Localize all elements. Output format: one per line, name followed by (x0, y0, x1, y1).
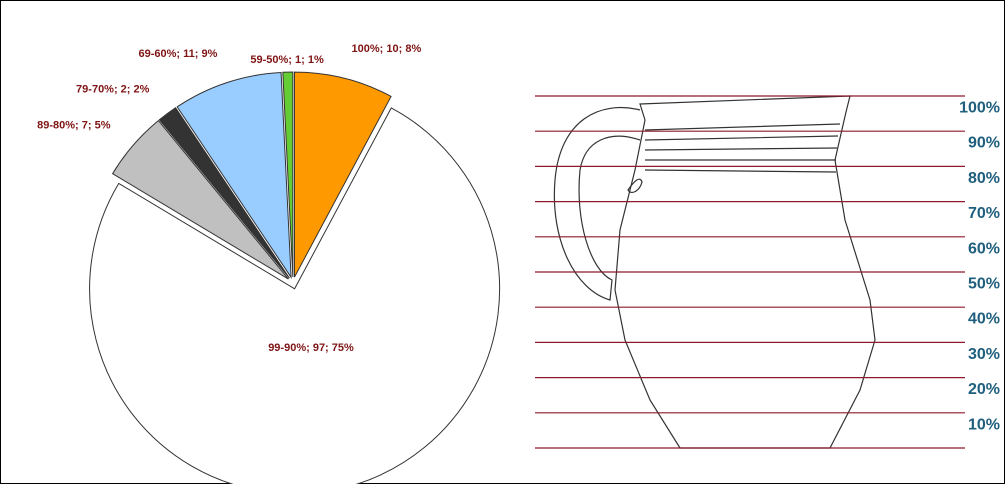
level-label: 20% (968, 381, 1000, 398)
level-label: 70% (968, 205, 1000, 222)
pie-slice (176, 72, 292, 280)
data-label: 100%; 10; 8% (352, 43, 422, 55)
pie-slice (293, 71, 392, 278)
level-label: 60% (968, 240, 1000, 257)
level-label: 90% (968, 135, 1000, 152)
level-label: 100% (959, 100, 1000, 117)
data-label: 99-90%; 97; 75% (268, 342, 354, 354)
pie-slice (89, 107, 501, 484)
pie-slice (158, 107, 290, 279)
level-label: 40% (968, 311, 1000, 328)
data-label: 89-80%; 7; 5% (37, 119, 111, 131)
pie-slice (282, 71, 294, 278)
level-label: 50% (968, 276, 1000, 293)
level-label: 80% (968, 170, 1000, 187)
data-label: 69-60%; 11; 9% (139, 48, 218, 60)
data-label: 79-70%; 2; 2% (76, 83, 150, 95)
data-label: 59-50%; 1; 1% (250, 54, 324, 66)
level-label: 10% (968, 416, 1000, 433)
pie-slice (111, 119, 289, 280)
level-label: 30% (968, 346, 1000, 363)
